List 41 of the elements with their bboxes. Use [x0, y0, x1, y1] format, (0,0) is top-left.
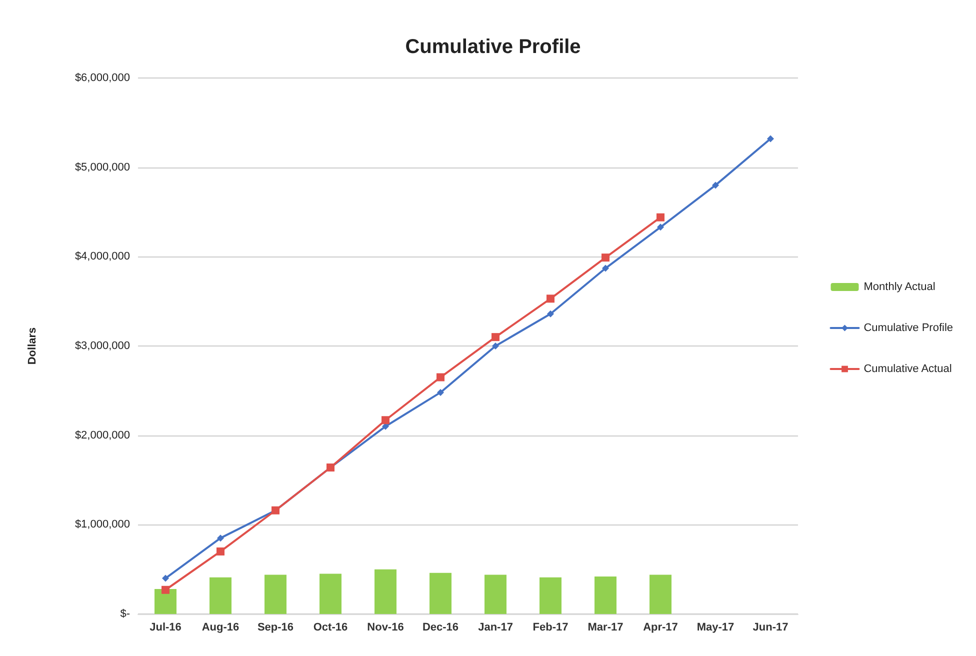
- point: [712, 182, 719, 189]
- x-tick-label: Jul-16: [150, 622, 182, 634]
- point: [767, 135, 774, 142]
- x-tick-label: Apr-17: [643, 622, 678, 634]
- x-tick-label: Mar-17: [588, 622, 624, 634]
- y-tick-label: $5,000,000: [74, 161, 130, 174]
- y-tick-label: $3,000,000: [74, 340, 130, 352]
- point: [382, 416, 390, 424]
- point: [162, 586, 170, 594]
- x-tick-label: Aug-16: [202, 622, 240, 634]
- x-tick-label: Dec-16: [422, 622, 459, 634]
- x-tick-label: Sep-16: [257, 622, 294, 634]
- point: [547, 310, 554, 318]
- point: [162, 574, 169, 582]
- x-tick-label: May-17: [696, 622, 734, 634]
- legend-label: Monthly Actual: [864, 281, 936, 293]
- y-tick-label: $1,000,000: [74, 518, 130, 531]
- y-tick-label: $6,000,000: [74, 72, 130, 84]
- x-tick-label: Feb-17: [532, 622, 568, 634]
- point: [602, 264, 609, 272]
- point: [217, 534, 224, 542]
- y-axis-title: Dollars: [26, 327, 38, 365]
- y-tick-label: $2,000,000: [74, 429, 130, 442]
- x-tick-label: Oct-16: [313, 622, 348, 634]
- x-tick-label: Jun-17: [752, 622, 788, 634]
- point: [216, 547, 224, 556]
- legend-label: Cumulative Actual: [864, 363, 952, 375]
- point: [492, 333, 500, 342]
- point: [657, 224, 664, 231]
- point: [546, 294, 554, 303]
- point: [656, 213, 664, 222]
- x-tick-label: Nov-16: [367, 622, 404, 634]
- point: [436, 373, 444, 382]
- point: [602, 254, 610, 262]
- point: [437, 388, 444, 396]
- y-tick-label: $-: [120, 608, 130, 620]
- point: [492, 342, 499, 350]
- x-tick-label: Jan-17: [478, 622, 513, 634]
- y-tick-label: $4,000,000: [74, 250, 130, 263]
- chart-title: Cumulative Profile: [405, 36, 581, 58]
- legend-label: Cumulative Profile: [864, 322, 954, 334]
